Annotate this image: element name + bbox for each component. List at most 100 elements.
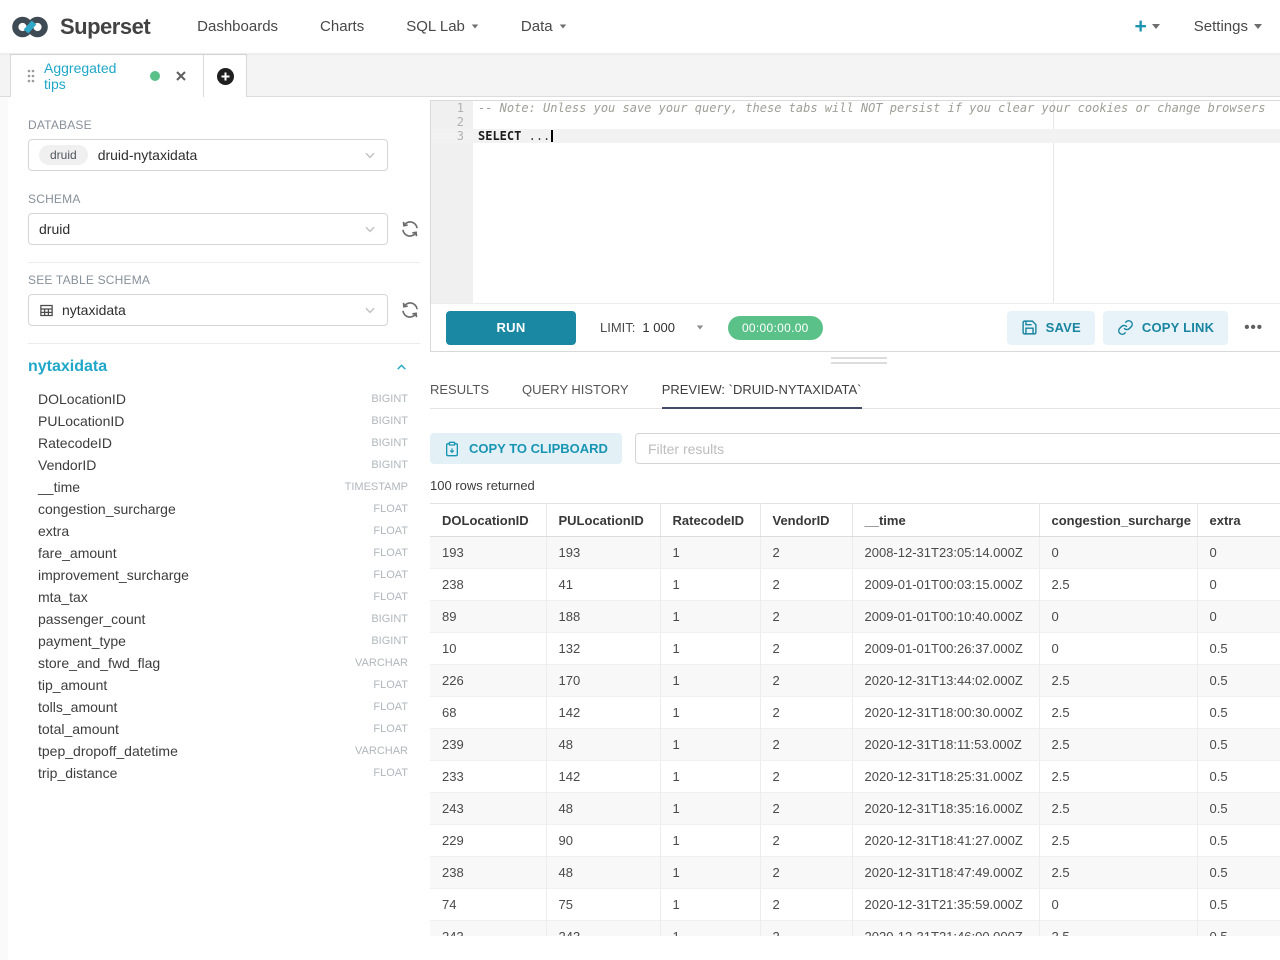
superset-logo[interactable]: Superset	[10, 13, 151, 41]
add-tab-icon	[216, 67, 235, 86]
table-schema-title: nytaxidata	[28, 358, 108, 375]
table-row: 226 170 1 2 2020-12-31T13:44:02.000Z 2.5 0.5	[430, 664, 1280, 697]
table-column-row: extra FLOAT	[28, 520, 420, 542]
table-cell: 2.5	[1039, 792, 1198, 825]
column-type: BIGINT	[371, 459, 408, 471]
copy-link-button[interactable]: COPY LINK	[1102, 310, 1229, 345]
settings-menu[interactable]: Settings	[1194, 18, 1262, 35]
column-type: FLOAT	[373, 767, 408, 779]
table-cell: 0.5	[1197, 632, 1280, 665]
table-column-row: tpep_dropoff_datetime VARCHAR	[28, 740, 420, 762]
table-column-row: improvement_surcharge FLOAT	[28, 564, 420, 586]
column-type: BIGINT	[371, 613, 408, 625]
table-cell: 2	[760, 824, 853, 857]
results-tab-bar: RESULTS QUERY HISTORY PREVIEW: `DRUID-NY…	[430, 370, 1280, 409]
table-cell: 2	[760, 632, 853, 665]
nav-dashboards[interactable]: Dashboards	[197, 18, 279, 35]
table-cell: 0	[1039, 632, 1198, 665]
table-cell: 243	[430, 920, 547, 936]
table-cell: 2.5	[1039, 696, 1198, 729]
column-type: FLOAT	[373, 503, 408, 515]
tab-results[interactable]: RESULTS	[430, 382, 489, 397]
sql-lab-content: DATABASE druid druid-nytaxidata SCHEMA d…	[0, 97, 1280, 960]
table-cell: 48	[546, 792, 661, 825]
pane-resize-handle[interactable]	[430, 354, 1280, 367]
column-header[interactable]: extra	[1197, 503, 1280, 537]
table-cell: 1	[660, 728, 761, 761]
table-cell: 2.5	[1039, 568, 1198, 601]
table-cell: 1	[660, 888, 761, 921]
table-cell: 1	[660, 920, 761, 936]
plus-icon: +	[1134, 15, 1147, 38]
more-actions-button[interactable]: •••	[1244, 319, 1263, 336]
column-type: TIMESTAMP	[344, 481, 408, 493]
left-sidebar: DATABASE druid druid-nytaxidata SCHEMA d…	[0, 97, 430, 960]
table-cell: 0.5	[1197, 664, 1280, 697]
sql-text: ...	[528, 129, 551, 143]
nav-charts[interactable]: Charts	[320, 18, 365, 35]
table-cell: 48	[546, 856, 661, 889]
results-table-container[interactable]: DOLocationID PULocationID RatecodeID Vendor…	[430, 503, 1280, 936]
table-header-row: DOLocationID PULocationID RatecodeID Vendor…	[430, 503, 1280, 537]
table-row: 239 48 1 2 2020-12-31T18:11:53.000Z 2.5 0.5	[430, 728, 1280, 761]
save-icon	[1021, 319, 1038, 336]
table-schema-header[interactable]: nytaxidata	[28, 358, 420, 376]
sql-editor-main: 1 -- Note: Unless you save your query, t…	[430, 97, 1280, 960]
filter-results-input[interactable]	[634, 433, 1280, 464]
table-cell: 2.5	[1039, 760, 1198, 793]
line-number: 2	[456, 115, 464, 129]
tab-query-history[interactable]: QUERY HISTORY	[522, 382, 629, 397]
new-query-tab-button[interactable]	[204, 54, 247, 97]
column-name: improvement_surcharge	[38, 567, 189, 583]
table-row: 89 188 1 2 2009-01-01T00:10:40.000Z 0 0	[430, 600, 1280, 633]
column-header[interactable]: VendorID	[760, 503, 853, 537]
refresh-schemas-icon[interactable]	[400, 219, 420, 239]
chevron-up-icon[interactable]	[395, 361, 408, 374]
column-header[interactable]: __time	[852, 503, 1040, 537]
table-cell: 41	[546, 568, 661, 601]
column-name: RatecodeID	[38, 435, 112, 451]
column-name: extra	[38, 523, 70, 539]
table-cell: 2020-12-31T18:25:31.000Z	[852, 760, 1040, 793]
refresh-tables-icon[interactable]	[400, 300, 420, 320]
code-line-active: 3 SELECT ...	[431, 129, 1280, 143]
column-type: FLOAT	[373, 679, 408, 691]
table-cell: 89	[430, 600, 547, 633]
query-state-dot	[150, 71, 160, 81]
column-header[interactable]: PULocationID	[546, 503, 661, 537]
save-button[interactable]: SAVE	[1006, 310, 1095, 345]
column-header[interactable]: DOLocationID	[430, 503, 547, 537]
table-select[interactable]: nytaxidata	[28, 294, 388, 326]
table-cell: 2	[760, 760, 853, 793]
table-cell: 1	[660, 536, 761, 569]
table-cell: 2	[760, 664, 853, 697]
column-header[interactable]: RatecodeID	[660, 503, 761, 537]
database-select[interactable]: druid druid-nytaxidata	[28, 139, 388, 171]
table-row: 233 142 1 2 2020-12-31T18:25:31.000Z 2.5 0.5	[430, 760, 1280, 793]
column-name: trip_distance	[38, 765, 118, 781]
run-button[interactable]: RUN	[446, 310, 576, 345]
sql-code-editor[interactable]: 1 -- Note: Unless you save your query, t…	[431, 101, 1280, 303]
link-icon	[1117, 319, 1134, 336]
limit-dropdown[interactable]: LIMIT: 1 000	[600, 320, 704, 335]
table-column-row: trip_distance FLOAT	[28, 762, 420, 784]
query-tab-aggregated-tips[interactable]: Aggregated tips	[10, 54, 204, 97]
nav-sql-lab[interactable]: SQL Lab	[385, 18, 500, 35]
new-item-menu[interactable]: +	[1135, 16, 1160, 37]
table-cell: 238	[430, 568, 547, 601]
column-header[interactable]: congestion_surcharge	[1039, 503, 1198, 537]
chevron-down-icon	[471, 24, 479, 29]
close-icon[interactable]	[175, 70, 187, 82]
table-cell: 74	[430, 888, 547, 921]
table-column-row: payment_type BIGINT	[28, 630, 420, 652]
table-icon	[39, 303, 54, 318]
schema-select[interactable]: druid	[28, 213, 388, 245]
table-cell: 2008-12-31T23:05:14.000Z	[852, 536, 1040, 569]
nav-data[interactable]: Data	[500, 18, 588, 35]
table-columns-list: DOLocationID BIGINT PULocationID BIGINT …	[28, 388, 420, 784]
table-cell: 2	[760, 920, 853, 936]
copy-to-clipboard-button[interactable]: COPY TO CLIPBOARD	[430, 433, 622, 464]
table-cell: 243	[546, 920, 661, 936]
tab-preview[interactable]: PREVIEW: `DRUID-NYTAXIDATA`	[661, 370, 862, 409]
